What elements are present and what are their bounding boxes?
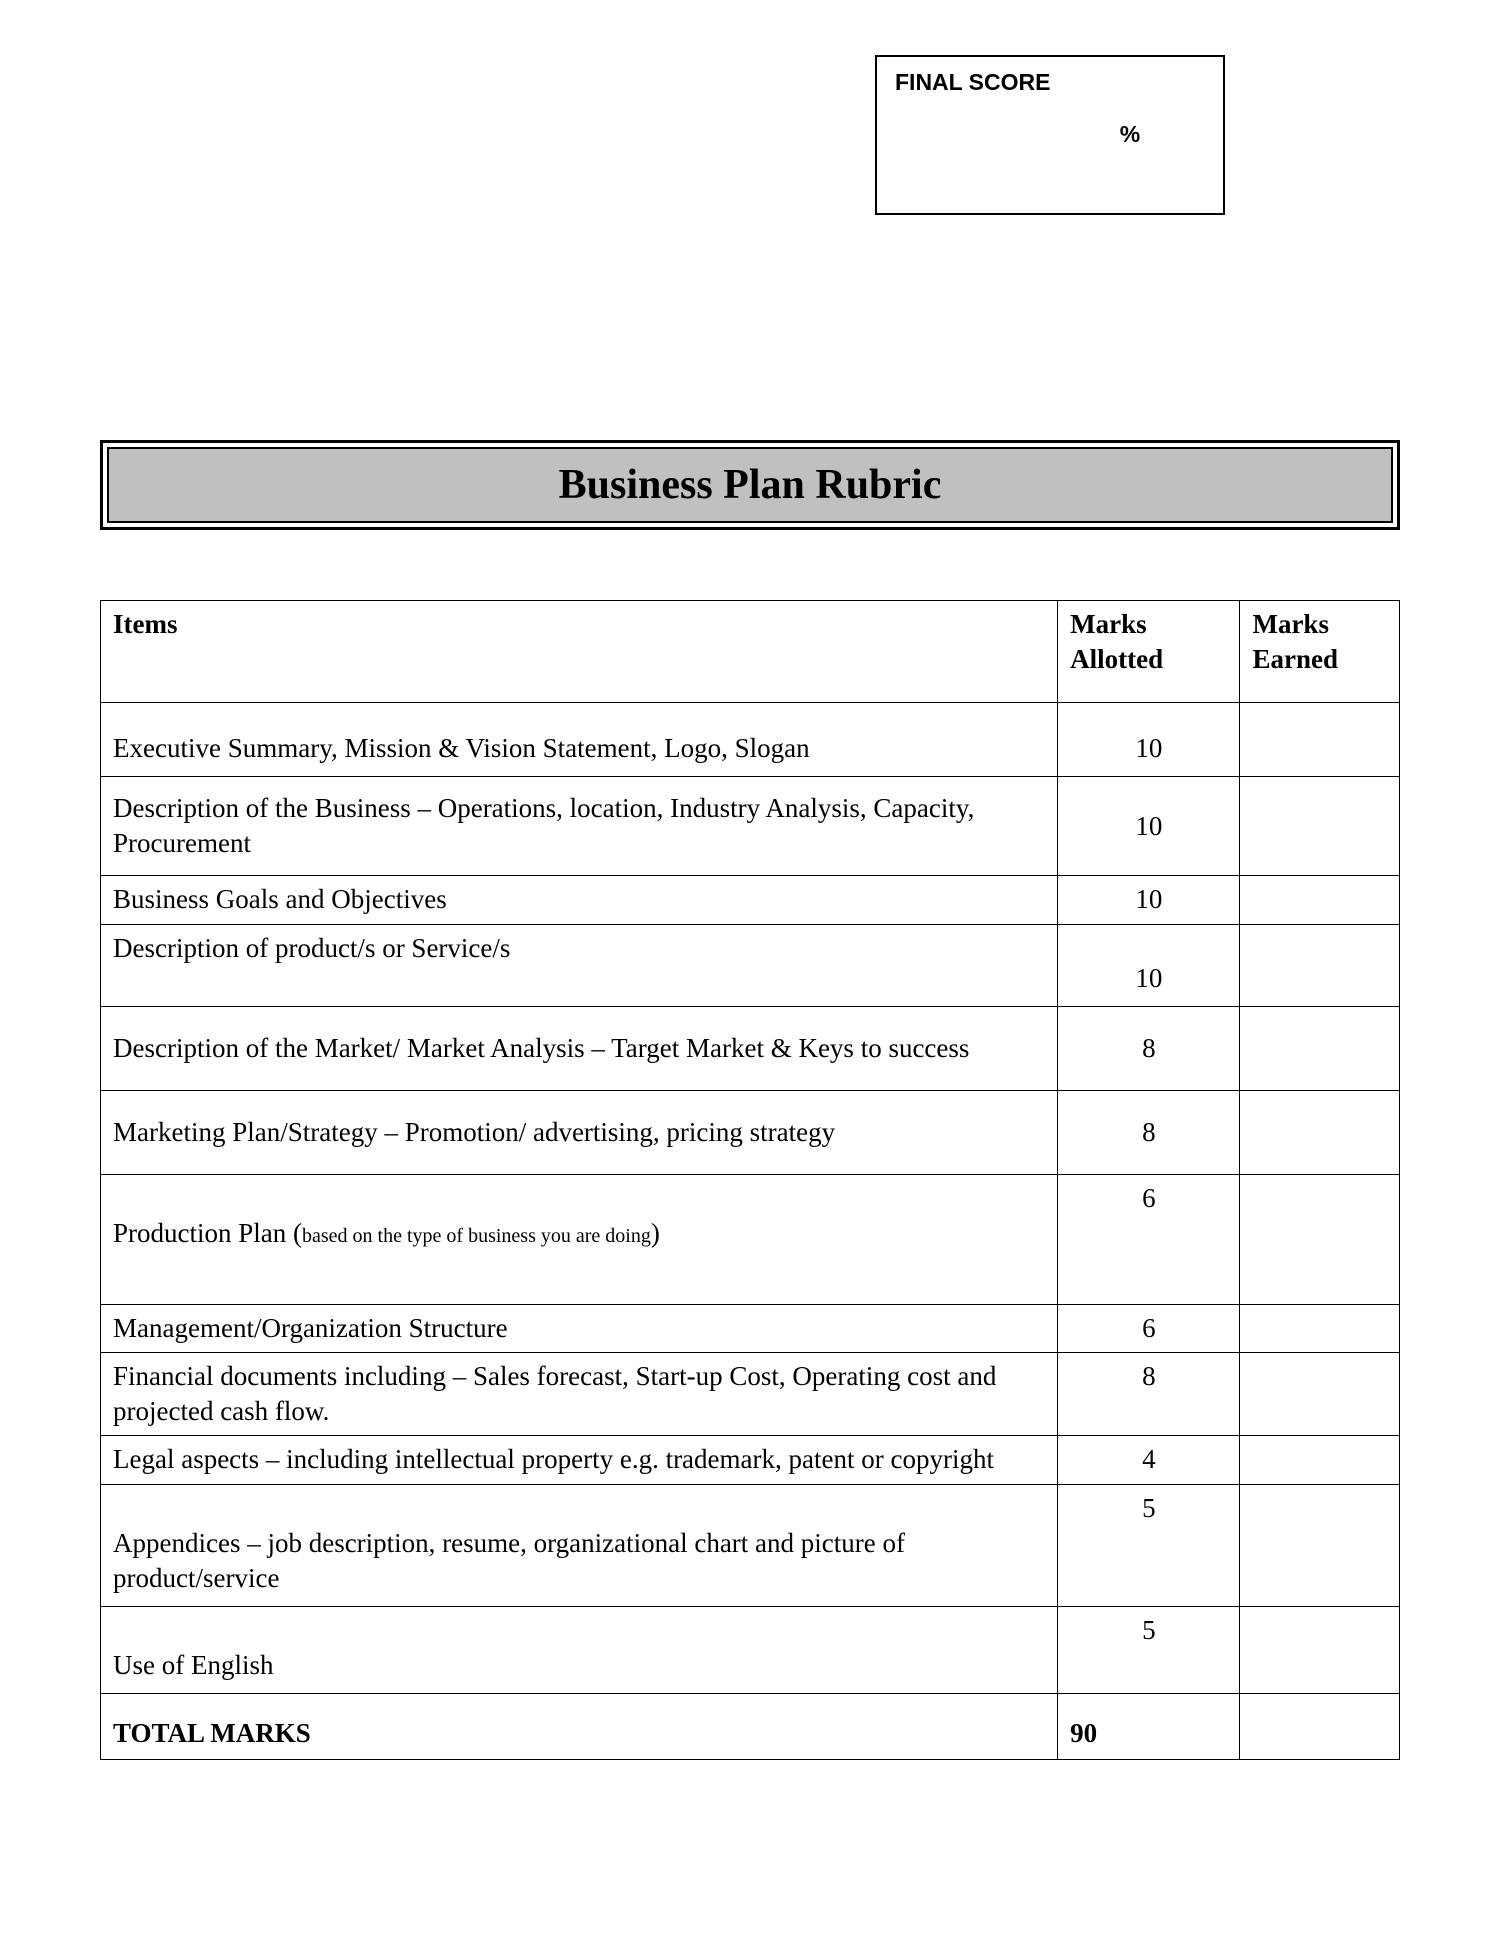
table-row: Description of the Market/ Market Analys… xyxy=(101,1006,1400,1090)
earned-cell xyxy=(1240,703,1400,777)
allotted-cell: 5 xyxy=(1058,1606,1240,1693)
allotted-cell: 10 xyxy=(1058,703,1240,777)
table-row: Financial documents including – Sales fo… xyxy=(101,1353,1400,1436)
earned-cell xyxy=(1240,1006,1400,1090)
allotted-cell: 10 xyxy=(1058,876,1240,924)
earned-cell xyxy=(1240,1436,1400,1484)
item-text: Use of English xyxy=(113,1650,273,1680)
table-row: Marketing Plan/Strategy – Promotion/ adv… xyxy=(101,1090,1400,1174)
table-row: Use of English 5 xyxy=(101,1606,1400,1693)
item-cell: Legal aspects – including intellectual p… xyxy=(101,1436,1058,1484)
allotted-cell: 6 xyxy=(1058,1174,1240,1304)
item-cell: Management/Organization Structure xyxy=(101,1305,1058,1353)
table-row: Description of the Business – Operations… xyxy=(101,777,1400,876)
earned-cell xyxy=(1240,1606,1400,1693)
table-row: Management/Organization Structure 6 xyxy=(101,1305,1400,1353)
table-row: Appendices – job description, resume, or… xyxy=(101,1484,1400,1606)
allotted-cell: 8 xyxy=(1058,1353,1240,1436)
item-cell: Use of English xyxy=(101,1606,1058,1693)
earned-cell xyxy=(1240,876,1400,924)
earned-cell xyxy=(1240,1305,1400,1353)
allotted-cell: 8 xyxy=(1058,1006,1240,1090)
allotted-cell: 5 xyxy=(1058,1484,1240,1606)
allotted-cell: 4 xyxy=(1058,1436,1240,1484)
earned-cell xyxy=(1240,1484,1400,1606)
item-cell: Marketing Plan/Strategy – Promotion/ adv… xyxy=(101,1090,1058,1174)
item-prefix: Production Plan ( xyxy=(113,1218,302,1248)
final-score-label: FINAL SCORE xyxy=(895,69,1205,96)
final-score-box: FINAL SCORE % xyxy=(875,55,1225,215)
table-row: Description of product/s or Service/s 10 xyxy=(101,924,1400,1006)
page-title: Business Plan Rubric xyxy=(109,461,1391,509)
table-row: Business Goals and Objectives 10 xyxy=(101,876,1400,924)
allotted-cell: 8 xyxy=(1058,1090,1240,1174)
table-row: Executive Summary, Mission & Vision Stat… xyxy=(101,703,1400,777)
item-text: Appendices – job description, resume, or… xyxy=(113,1528,905,1593)
earned-cell xyxy=(1240,777,1400,876)
header-items: Items xyxy=(101,601,1058,703)
final-score-percent: % xyxy=(1055,121,1205,148)
total-label: TOTAL MARKS xyxy=(101,1693,1058,1759)
earned-cell xyxy=(1240,924,1400,1006)
item-note: based on the type of business you are do… xyxy=(302,1225,651,1247)
item-cell: Production Plan (based on the type of bu… xyxy=(101,1174,1058,1304)
table-header-row: Items Marks Allotted Marks Earned xyxy=(101,601,1400,703)
allotted-cell: 6 xyxy=(1058,1305,1240,1353)
earned-cell xyxy=(1240,1174,1400,1304)
title-banner-inner: Business Plan Rubric xyxy=(107,447,1393,523)
item-cell: Business Goals and Objectives xyxy=(101,876,1058,924)
rubric-table: Items Marks Allotted Marks Earned Execut… xyxy=(100,600,1400,1760)
earned-cell xyxy=(1240,1353,1400,1436)
allotted-cell: 10 xyxy=(1058,924,1240,1006)
earned-cell xyxy=(1240,1090,1400,1174)
total-earned xyxy=(1240,1693,1400,1759)
item-cell: Appendices – job description, resume, or… xyxy=(101,1484,1058,1606)
header-earned: Marks Earned xyxy=(1240,601,1400,703)
header-allotted: Marks Allotted xyxy=(1058,601,1240,703)
item-cell: Description of product/s or Service/s xyxy=(101,924,1058,1006)
item-cell: Financial documents including – Sales fo… xyxy=(101,1353,1058,1436)
title-banner: Business Plan Rubric xyxy=(100,440,1400,530)
item-cell: Executive Summary, Mission & Vision Stat… xyxy=(101,703,1058,777)
total-allotted: 90 xyxy=(1058,1693,1240,1759)
allotted-cell: 10 xyxy=(1058,777,1240,876)
table-row: Production Plan (based on the type of bu… xyxy=(101,1174,1400,1304)
table-row: Legal aspects – including intellectual p… xyxy=(101,1436,1400,1484)
item-cell: Description of the Business – Operations… xyxy=(101,777,1058,876)
item-suffix: ) xyxy=(651,1218,660,1248)
table-total-row: TOTAL MARKS 90 xyxy=(101,1693,1400,1759)
item-cell: Description of the Market/ Market Analys… xyxy=(101,1006,1058,1090)
